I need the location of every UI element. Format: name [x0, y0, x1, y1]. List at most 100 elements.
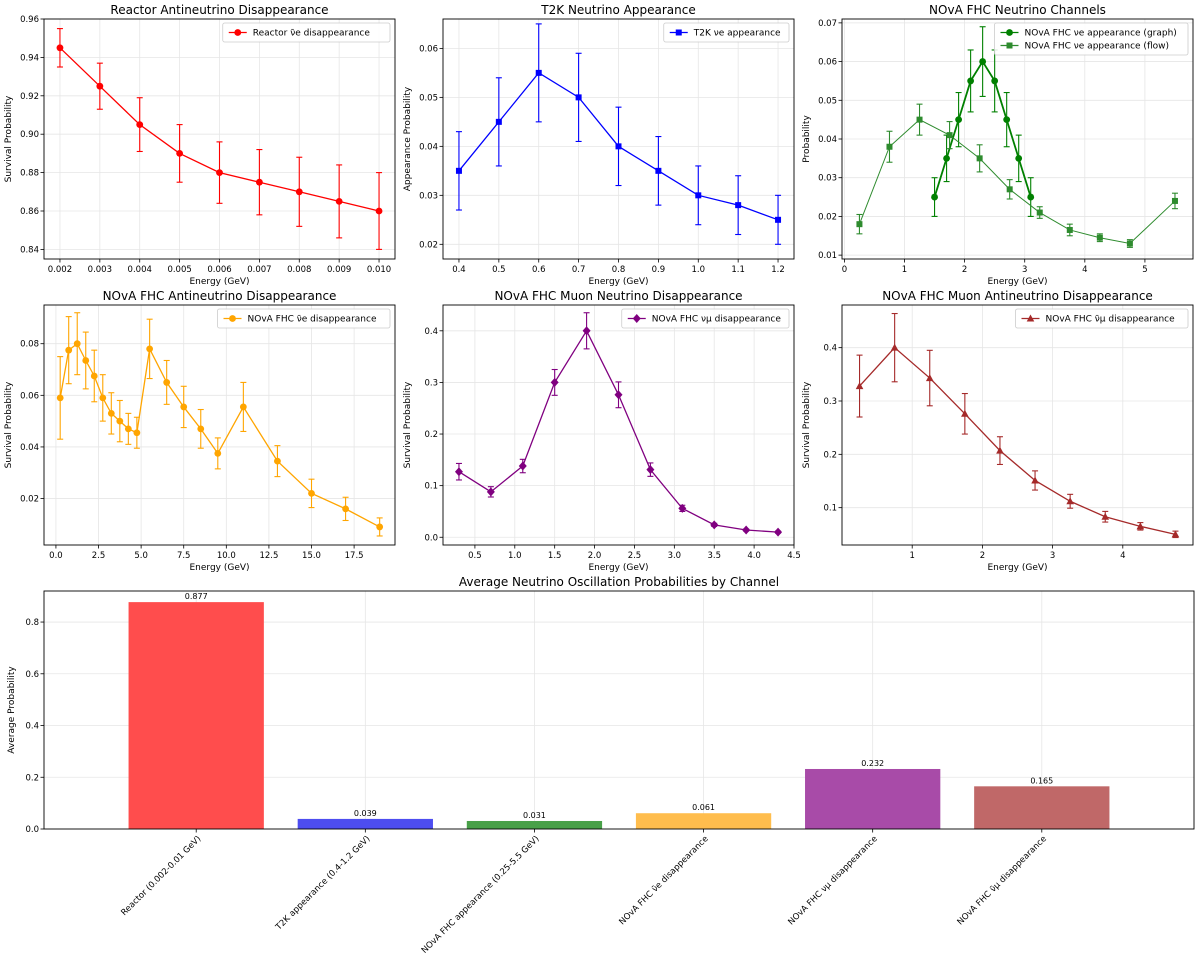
data-point: [274, 457, 281, 465]
x-tick-label: 4: [1120, 551, 1125, 561]
data-point: [856, 221, 863, 228]
y-tick-label: 0.03: [818, 174, 837, 184]
x-tick-label: 0.0: [49, 551, 63, 561]
legend-label: NOvA FHC νe appearance (graph): [1025, 29, 1177, 39]
x-tick-label: 1: [902, 265, 907, 275]
bar-value-label: 0.165: [1030, 776, 1053, 785]
series-1: [56, 28, 383, 250]
x-tick-label: 2.5: [628, 551, 642, 561]
x-tick-label: 0.005: [167, 265, 191, 275]
chart-7: 0.877 0.039 0.031 0.061 0.232 0.165 0.0 0.2 0.4 0…: [7, 575, 1195, 956]
data-point: [1066, 226, 1073, 233]
y-tick-label: 0.05: [818, 96, 837, 106]
bar-value-label: 0.061: [692, 803, 715, 812]
x-tick-label: 2.5: [92, 551, 106, 561]
data-point: [335, 198, 343, 205]
x-tick-label: 2: [980, 551, 985, 561]
data-point: [961, 409, 969, 417]
x-tick-label: 10.0: [217, 551, 236, 561]
bar: [974, 786, 1110, 829]
legend-box: [621, 308, 790, 329]
chart-title: Average Neutrino Oscillation Probabiliti…: [459, 575, 779, 589]
y-axis-label: Survival Probability: [4, 381, 14, 468]
data-point: [308, 489, 315, 497]
chart-title: NOvA FHC Muon Antineutrino Disappearance: [882, 289, 1153, 303]
series-line: [859, 346, 1176, 535]
data-point: [176, 150, 184, 157]
legend-box: [994, 22, 1189, 56]
data-point: [979, 58, 987, 65]
y-tick-label: 0.86: [20, 207, 39, 217]
y-tick-label: 0.04: [419, 142, 438, 152]
chart-title: NOvA FHC Muon Neutrino Disappearance: [494, 289, 742, 303]
data-point: [996, 446, 1004, 454]
x-axis-label: Energy (GeV): [588, 277, 648, 287]
y-tick-label: 0.03: [419, 191, 438, 201]
y-tick-label: 0.94: [20, 53, 39, 63]
data-point: [239, 403, 247, 411]
data-point: [710, 520, 719, 530]
bar-value-label: 0.232: [861, 759, 884, 768]
y-tick-label: 0.08: [20, 340, 39, 350]
x-tick-label: 5: [1142, 265, 1147, 275]
series-1: [56, 312, 384, 537]
data-point: [946, 132, 953, 139]
bar-value-label: 0.039: [354, 809, 377, 818]
x-tick-label: 3: [1022, 265, 1027, 275]
data-point: [180, 403, 188, 411]
bar-value-label: 0.031: [523, 811, 546, 820]
legend: NOvA FHC νe appearance (graph) NOvA FHC ν…: [994, 22, 1189, 56]
x-tick-label: 0.010: [367, 265, 391, 275]
data-point: [1171, 530, 1180, 538]
data-point: [1136, 522, 1145, 530]
data-point: [1015, 154, 1023, 162]
series-1: [454, 312, 783, 537]
legend-marker: [675, 29, 682, 36]
x-tick-label: T2K appearance (0.4-1.2 GeV): [273, 834, 372, 933]
legend: T2K νe appearance: [663, 22, 790, 43]
series-1: [455, 23, 782, 245]
data-point: [1036, 209, 1043, 216]
x-tick-label: 1.0: [692, 265, 706, 275]
axes-frame: [841, 304, 1194, 546]
data-point: [376, 523, 384, 531]
y-axis-label: Average Probability: [7, 666, 17, 754]
x-tick-label: 2: [962, 265, 967, 275]
y-tick-label: 0.04: [20, 443, 39, 453]
data-point: [342, 505, 349, 513]
x-tick-label: Reactor (0.002-0.01 GeV): [119, 834, 203, 918]
legend-marker: [234, 29, 242, 36]
data-point: [133, 429, 141, 437]
data-point: [774, 527, 783, 537]
legend: NOvA FHC νμ disappearance: [621, 308, 790, 329]
axes-frame: [43, 304, 396, 546]
x-tick-label: 4: [1082, 265, 1087, 275]
data-point: [955, 116, 962, 124]
y-tick-label: 0.2: [823, 450, 837, 460]
legend-marker: [632, 314, 641, 323]
legend-box: [222, 22, 391, 43]
series-line: [59, 342, 380, 528]
x-tick-label: NOvA FHC ν̄e disappearance: [617, 834, 710, 927]
data-point: [575, 94, 582, 101]
data-point: [99, 394, 107, 402]
y-tick-label: 0.02: [419, 240, 438, 250]
bar: [297, 818, 433, 829]
y-tick-label: 0.07: [818, 19, 837, 29]
legend-marker: [1026, 314, 1035, 322]
x-tick-label: 0.007: [247, 265, 271, 275]
data-point: [1101, 512, 1110, 520]
data-point: [615, 143, 622, 150]
chart-4: 0.0 2.5 5.0 7.5 10.0 12.5 15.0 17.5 0.02 0.04 0.06…: [4, 289, 396, 573]
data-point: [56, 394, 64, 402]
y-tick-label: 0.3: [424, 378, 438, 388]
y-axis-label: Survival Probability: [403, 381, 413, 468]
x-tick-label: 17.5: [345, 551, 364, 561]
data-point: [550, 377, 559, 387]
x-axis-label: Energy (GeV): [588, 563, 648, 573]
y-axis-label: Appearance Probability: [403, 86, 413, 191]
chart-2: 0.4 0.5 0.6 0.7 0.8 0.9 1.0 1.1 1.2 0.02 0.03 0.04 0…: [403, 3, 795, 287]
data-point: [146, 345, 154, 353]
data-point: [214, 449, 222, 457]
